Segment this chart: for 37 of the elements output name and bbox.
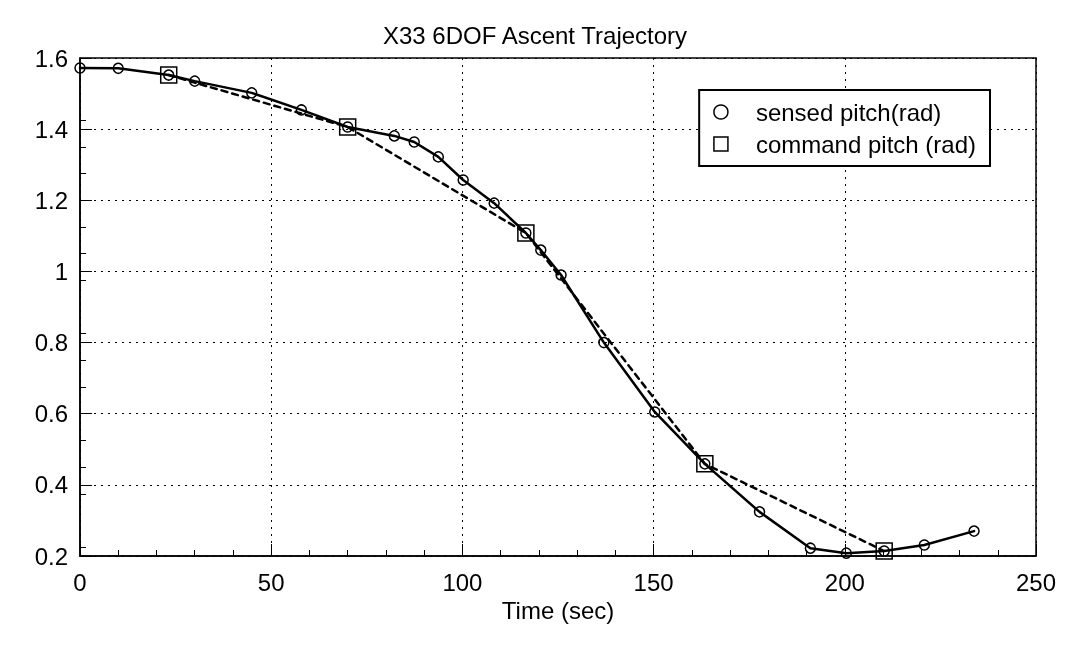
point	[535, 244, 547, 256]
y-tick-label: 0.2	[34, 542, 68, 570]
point	[753, 506, 766, 518]
x-tick-label: 250	[1015, 568, 1057, 596]
y-tick-label: 1.4	[34, 115, 68, 143]
x-tick-label: 200	[824, 568, 865, 596]
y-tick-label: 0.4	[34, 471, 68, 499]
point	[388, 130, 401, 142]
point	[840, 547, 853, 559]
x-tick-label: 0	[73, 568, 87, 596]
point	[74, 62, 86, 74]
x-tick-label: 50	[257, 568, 285, 596]
point	[245, 87, 258, 99]
y-tick-label: 0.6	[34, 400, 68, 428]
point	[295, 104, 308, 116]
legend-label: command pitch (rad)	[755, 130, 976, 158]
point	[804, 542, 817, 554]
y-tick-label: 0.8	[34, 329, 68, 357]
point	[649, 406, 661, 418]
x-tick-label: 100	[442, 568, 483, 596]
point	[488, 197, 500, 209]
point	[432, 151, 445, 163]
legend-label: sensed pitch(rad)	[755, 98, 942, 126]
point	[968, 525, 980, 537]
y-tick-label: 1	[54, 257, 68, 285]
x-tick-label: 150	[633, 568, 674, 596]
point	[112, 62, 124, 75]
point	[457, 174, 469, 186]
point	[408, 136, 420, 148]
point	[188, 75, 201, 87]
x-axis-title: Time (sec)	[501, 597, 615, 625]
point	[555, 269, 567, 281]
point	[918, 539, 931, 551]
y-tick-label: 1.2	[34, 186, 68, 214]
point	[598, 336, 610, 349]
chart-title: X33 6DOF Ascent Trajectory	[382, 21, 688, 49]
y-tick-label: 1.6	[34, 44, 68, 72]
